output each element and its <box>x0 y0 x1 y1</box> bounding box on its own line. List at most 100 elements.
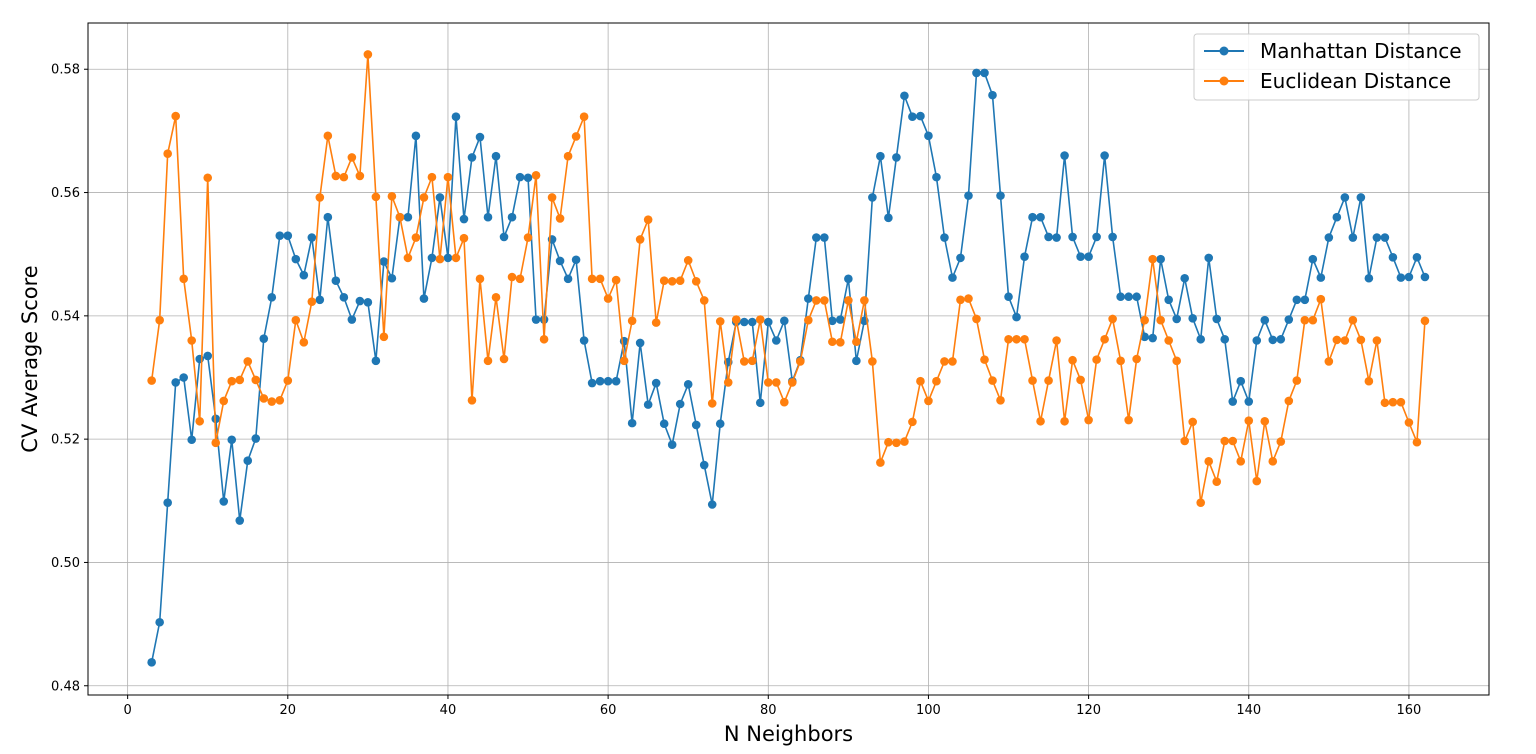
data-point <box>227 435 237 445</box>
data-point <box>355 171 365 181</box>
data-point <box>411 131 421 141</box>
data-point <box>812 296 821 305</box>
data-point <box>339 172 349 182</box>
x-tick-label: 0 <box>123 703 131 718</box>
data-point <box>1092 232 1101 242</box>
data-point <box>780 397 789 407</box>
data-point <box>1060 151 1069 160</box>
data-point <box>788 378 797 387</box>
data-point <box>1100 334 1109 344</box>
data-point <box>227 376 237 386</box>
data-point <box>203 351 213 361</box>
x-tick-label: 40 <box>440 703 457 718</box>
data-point <box>763 317 773 327</box>
data-point <box>291 254 301 264</box>
data-point <box>435 254 445 264</box>
data-point <box>1172 314 1181 324</box>
data-point <box>916 376 925 386</box>
data-point <box>483 212 493 222</box>
data-point <box>1180 273 1189 283</box>
legend-marker-manhattan-distance <box>1219 46 1229 56</box>
data-point <box>667 440 677 450</box>
data-point <box>1276 334 1286 344</box>
data-point <box>723 378 733 387</box>
data-point <box>611 275 621 285</box>
data-point <box>579 112 589 122</box>
data-point <box>451 112 461 122</box>
data-point <box>1340 193 1350 202</box>
data-point <box>691 420 701 430</box>
data-point <box>355 296 365 306</box>
data-point <box>1316 294 1326 304</box>
data-point <box>147 376 156 385</box>
data-point <box>1188 314 1197 323</box>
x-axis-ticks: 0 20 40 60 80 100 120 140 160 <box>123 695 1421 718</box>
data-point <box>331 171 341 181</box>
data-point <box>291 315 301 325</box>
data-point <box>155 315 164 325</box>
data-point <box>187 435 196 445</box>
data-point <box>251 375 261 385</box>
data-point <box>1004 334 1013 344</box>
data-point <box>1092 355 1101 364</box>
data-point <box>1404 418 1414 427</box>
data-point <box>755 315 765 324</box>
data-point <box>771 378 781 387</box>
data-point <box>1364 273 1374 283</box>
data-point <box>1340 336 1350 345</box>
data-point <box>579 336 589 345</box>
data-point <box>699 296 709 305</box>
y-tick-label: 0.48 <box>51 679 80 694</box>
data-point <box>1052 336 1061 345</box>
data-point <box>1124 292 1133 302</box>
data-point <box>1372 233 1382 242</box>
data-point <box>595 376 605 386</box>
data-point <box>1060 416 1069 426</box>
data-point <box>499 232 509 242</box>
series-line-euclidean-distance <box>150 53 1426 504</box>
data-point <box>587 274 597 284</box>
data-point <box>836 338 845 347</box>
data-point <box>948 273 957 282</box>
data-point <box>1324 357 1334 366</box>
y-tick-label: 0.56 <box>51 186 80 201</box>
data-point <box>459 214 469 224</box>
data-point <box>299 338 309 347</box>
data-point <box>179 373 188 382</box>
data-point <box>1204 457 1214 466</box>
data-point <box>371 356 381 366</box>
data-point <box>1108 232 1117 242</box>
data-point <box>1212 314 1222 324</box>
data-point <box>347 153 357 162</box>
data-point <box>683 379 693 389</box>
data-point <box>595 274 605 284</box>
data-point <box>1244 416 1254 425</box>
data-point <box>235 375 245 385</box>
data-point <box>1036 416 1045 426</box>
data-point <box>459 233 469 243</box>
x-tick-label: 80 <box>760 703 777 718</box>
x-tick-label: 120 <box>1076 703 1101 718</box>
data-point <box>1396 397 1406 407</box>
data-point <box>844 274 853 284</box>
data-point <box>1164 295 1173 305</box>
data-point <box>932 172 941 182</box>
data-point <box>1028 212 1037 222</box>
data-point <box>1028 376 1037 385</box>
data-point <box>379 257 389 266</box>
data-point <box>1348 233 1358 242</box>
legend-marker-euclidean-distance <box>1219 76 1229 86</box>
x-tick-label: 100 <box>916 703 941 718</box>
data-point <box>1268 335 1278 345</box>
data-point <box>547 193 557 202</box>
data-point <box>1196 334 1206 344</box>
data-point <box>691 277 701 286</box>
data-point <box>1348 315 1358 325</box>
data-point <box>659 276 669 286</box>
data-point <box>643 400 653 409</box>
data-point <box>755 398 765 408</box>
data-point <box>603 294 613 303</box>
data-point <box>163 498 172 507</box>
data-point <box>924 131 933 141</box>
